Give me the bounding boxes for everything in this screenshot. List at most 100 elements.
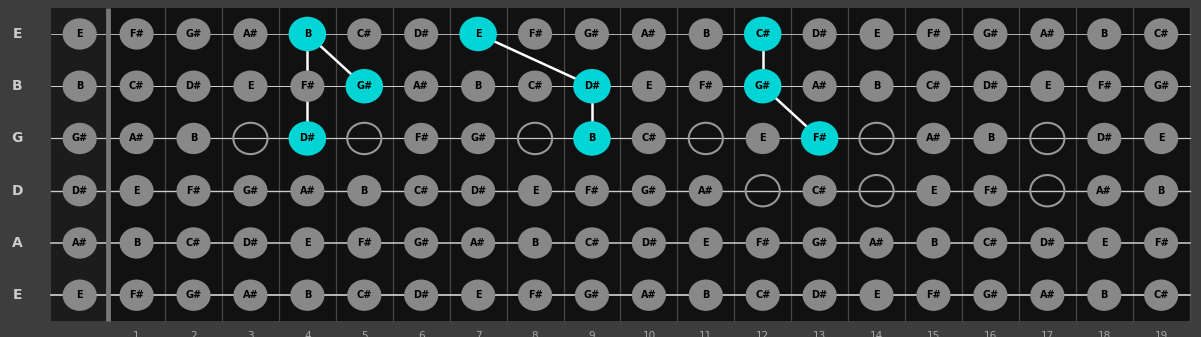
Circle shape (459, 17, 497, 51)
Text: B: B (360, 186, 368, 196)
Text: E: E (77, 290, 83, 300)
Circle shape (916, 18, 950, 50)
Text: B: B (930, 238, 937, 248)
Circle shape (291, 175, 324, 206)
Circle shape (802, 279, 837, 311)
Circle shape (632, 175, 667, 206)
Text: 1: 1 (133, 331, 141, 337)
Circle shape (743, 17, 782, 51)
Circle shape (177, 70, 210, 102)
Text: 9: 9 (588, 331, 596, 337)
Circle shape (288, 17, 327, 51)
Text: E: E (474, 29, 482, 39)
Text: C#: C# (584, 238, 599, 248)
Text: F#: F# (527, 290, 543, 300)
Text: 7: 7 (474, 331, 482, 337)
Text: A#: A# (243, 290, 258, 300)
Text: F#: F# (527, 29, 543, 39)
Circle shape (688, 70, 723, 102)
Text: D#: D# (812, 29, 827, 39)
Text: C#: C# (357, 29, 372, 39)
Text: G#: G# (584, 290, 600, 300)
Circle shape (1030, 227, 1064, 258)
Text: C#: C# (812, 186, 827, 196)
Text: E: E (759, 133, 766, 144)
Text: 10: 10 (643, 331, 656, 337)
Text: F#: F# (926, 290, 940, 300)
Text: E: E (1158, 133, 1165, 144)
Text: C#: C# (527, 81, 543, 91)
Circle shape (1145, 227, 1178, 258)
Circle shape (916, 70, 950, 102)
Text: B: B (76, 81, 83, 91)
Text: C#: C# (641, 133, 657, 144)
Circle shape (860, 18, 894, 50)
Text: B: B (987, 133, 994, 144)
Circle shape (518, 175, 552, 206)
Circle shape (632, 227, 667, 258)
Text: F#: F# (755, 238, 770, 248)
Circle shape (177, 227, 210, 258)
Circle shape (1030, 18, 1064, 50)
Text: D#: D# (72, 186, 88, 196)
Circle shape (1145, 175, 1178, 206)
Text: B: B (1100, 29, 1109, 39)
Text: D#: D# (243, 238, 258, 248)
Circle shape (1087, 227, 1122, 258)
Text: E: E (247, 81, 253, 91)
Circle shape (575, 227, 609, 258)
Text: C#: C# (1153, 29, 1169, 39)
Circle shape (632, 18, 667, 50)
Circle shape (632, 279, 667, 311)
Text: D#: D# (641, 238, 657, 248)
Text: E: E (1044, 81, 1051, 91)
Text: B: B (1158, 186, 1165, 196)
Text: E: E (930, 186, 937, 196)
Circle shape (746, 227, 779, 258)
Text: E: E (873, 290, 880, 300)
Text: B: B (703, 290, 710, 300)
Text: 5: 5 (362, 331, 368, 337)
Text: A#: A# (243, 29, 258, 39)
Text: F#: F# (1154, 238, 1169, 248)
Circle shape (802, 175, 837, 206)
Text: E: E (12, 288, 22, 302)
Text: F#: F# (585, 186, 599, 196)
Circle shape (291, 227, 324, 258)
Text: D#: D# (812, 290, 827, 300)
Text: A#: A# (413, 81, 429, 91)
Circle shape (62, 227, 97, 258)
Text: B: B (531, 238, 539, 248)
Text: G#: G# (754, 81, 771, 91)
Text: E: E (77, 29, 83, 39)
Text: G#: G# (185, 29, 202, 39)
Text: F#: F# (357, 238, 371, 248)
Circle shape (120, 123, 154, 154)
Text: E: E (133, 186, 141, 196)
Circle shape (233, 175, 268, 206)
Text: G: G (11, 131, 23, 146)
Circle shape (801, 121, 838, 156)
Circle shape (518, 279, 552, 311)
Circle shape (120, 18, 154, 50)
Text: 15: 15 (927, 331, 940, 337)
Text: A: A (12, 236, 23, 250)
Text: C#: C# (755, 29, 770, 39)
Circle shape (916, 227, 950, 258)
FancyBboxPatch shape (2, 3, 1201, 334)
Text: C#: C# (413, 186, 429, 196)
Text: F#: F# (130, 290, 144, 300)
Text: G#: G# (982, 29, 998, 39)
Text: D#: D# (185, 81, 202, 91)
Circle shape (461, 227, 495, 258)
Circle shape (575, 175, 609, 206)
Text: F#: F# (300, 81, 315, 91)
Circle shape (461, 70, 495, 102)
Circle shape (62, 18, 97, 50)
Text: D#: D# (413, 290, 429, 300)
Text: B: B (304, 29, 311, 39)
Circle shape (233, 279, 268, 311)
Text: B: B (133, 238, 141, 248)
Circle shape (573, 69, 611, 103)
Circle shape (860, 279, 894, 311)
